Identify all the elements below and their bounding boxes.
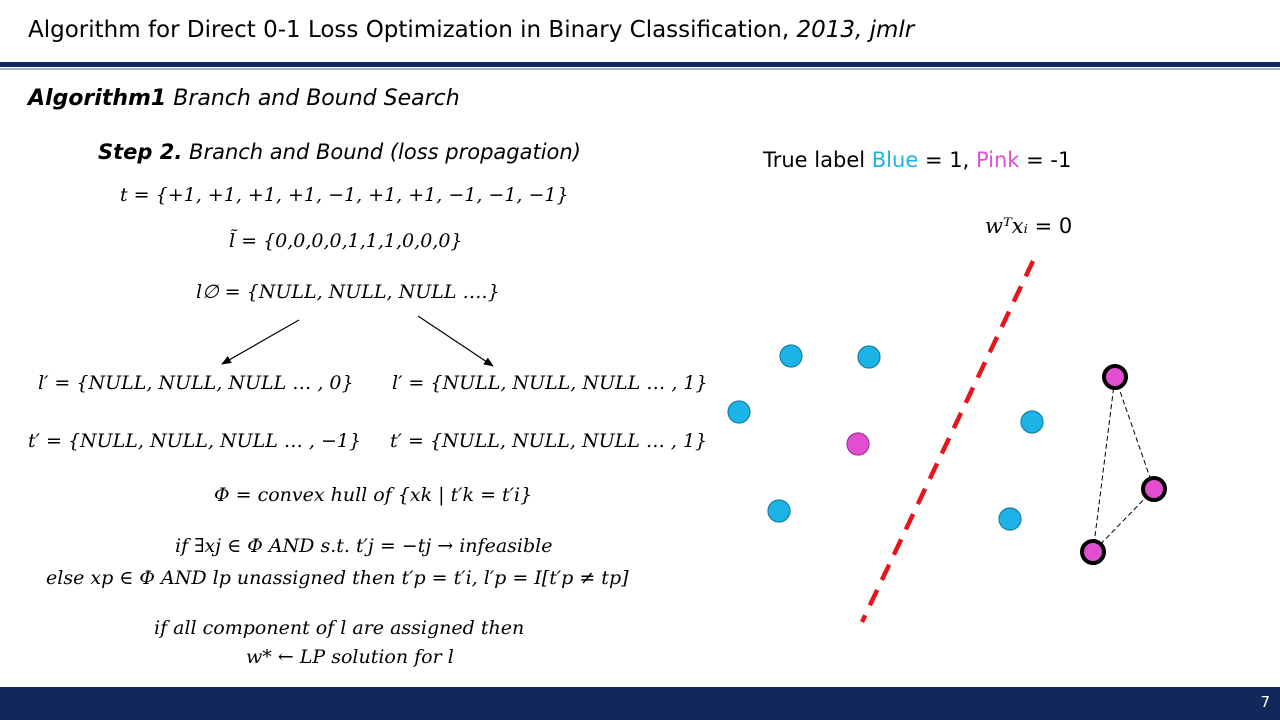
step-text: Branch and Bound (loss propagation)	[189, 140, 581, 164]
t-vector: t = {+1, +1, +1, +1, −1, +1, +1, −1, −1,…	[120, 184, 569, 206]
convex-hull-edges	[1092, 376, 1155, 553]
boundary-expression: wᵀxᵢ	[985, 214, 1028, 238]
t-prime-left: t′ = {NULL, NULL, NULL … , −1}	[28, 430, 362, 452]
blue-point	[767, 499, 791, 523]
t-prime-right: t′ = {NULL, NULL, NULL … , 1}	[390, 430, 708, 452]
blue-point	[779, 344, 803, 368]
blue-point	[727, 400, 751, 424]
pink-hull-point	[1141, 476, 1167, 502]
blue-point	[857, 345, 881, 369]
lp-solution-line: w* ← LP solution for l	[246, 646, 454, 668]
true-label-legend: True label Blue = 1, Pink = -1	[763, 148, 1071, 172]
footer-bar: 7	[0, 687, 1280, 720]
slide-title: Algorithm for Direct 0-1 Loss Optimizati…	[28, 17, 915, 43]
pink-hull-point	[1080, 539, 1106, 565]
legend-prefix: True label	[763, 148, 866, 172]
page-number: 7	[1260, 693, 1270, 711]
else-condition: else xp ∈ Φ AND lp unassigned then t′p =…	[46, 567, 629, 589]
title-divider	[0, 62, 1280, 67]
l-prime-left: l′ = {NULL, NULL, NULL … , 0}	[38, 372, 354, 394]
step-label: Step 2.	[98, 140, 183, 164]
title-divider-thin	[0, 68, 1280, 70]
l-prime-right: l′ = {NULL, NULL, NULL … , 1}	[392, 372, 708, 394]
pink-point	[846, 432, 870, 456]
all-assigned-condition: if all component of l are assigned then	[154, 617, 525, 639]
legend-blue-word: Blue	[871, 148, 919, 172]
tree-branch-arrow-left	[221, 319, 300, 365]
blue-point	[998, 507, 1022, 531]
legend-pink-word: Pink	[975, 148, 1020, 172]
l-empty-vector: l∅ = {NULL, NULL, NULL ….}	[196, 281, 500, 303]
slide-title-year: 2013, jmlr	[796, 17, 915, 43]
algorithm-name: Algorithm1	[28, 86, 167, 111]
algorithm-subtitle: Branch and Bound Search	[173, 86, 460, 111]
tree-branch-arrow-right	[417, 315, 494, 367]
step-heading: Step 2. Branch and Bound (loss propagati…	[98, 140, 581, 164]
legend-blue-value: = 1,	[924, 148, 970, 172]
boundary-value: = 0	[1034, 214, 1073, 238]
algorithm-heading: Algorithm1 Branch and Bound Search	[28, 86, 460, 111]
blue-point	[1020, 410, 1044, 434]
pink-hull-point	[1102, 364, 1128, 390]
decision-boundary-line	[859, 260, 1036, 623]
infeasible-condition: if ∃xj ∈ Φ AND s.t. t′j = −tj → infeasib…	[175, 535, 553, 557]
phi-definition: Φ = convex hull of {xk | t′k = t′i}	[214, 484, 533, 506]
legend-pink-value: = -1	[1026, 148, 1072, 172]
title-bar: Algorithm for Direct 0-1 Loss Optimizati…	[0, 0, 1280, 70]
decision-boundary-label: wᵀxᵢ = 0	[985, 214, 1072, 238]
l-tilde-vector: l̃ = {0,0,0,0,1,1,1,0,0,0}	[229, 230, 463, 252]
